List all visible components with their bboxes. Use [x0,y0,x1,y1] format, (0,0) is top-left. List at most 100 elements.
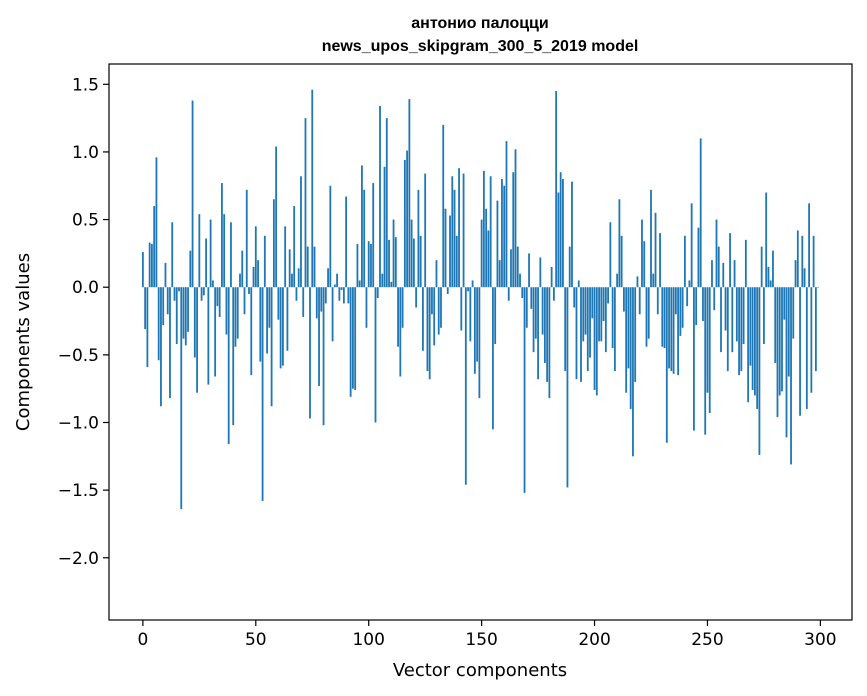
bar [616,273,619,288]
bar [636,276,639,288]
x-tick-label: 50 [245,630,267,650]
bar [489,176,492,288]
bar [261,287,264,501]
bar [790,287,792,465]
bar [670,287,673,372]
bar [557,192,560,288]
bar [160,287,162,407]
plot-frame [108,63,853,621]
bar [467,287,469,292]
bar [245,189,248,288]
bar [363,189,366,288]
bar [629,287,632,409]
bar [259,287,262,362]
bar [164,262,167,288]
bar [462,173,465,288]
bar [593,287,596,391]
bar [311,89,314,288]
bar [817,287,820,288]
bar [178,287,180,292]
bar [774,287,777,363]
bar [702,287,704,322]
bar [243,287,246,315]
bar [426,287,429,372]
bar [519,273,521,288]
bar [690,203,693,288]
bar [324,287,327,304]
bar [699,138,702,288]
bar [801,235,804,288]
bar [442,124,445,288]
bar [510,249,512,288]
bar [711,260,713,288]
bar [342,287,345,304]
bar [209,219,212,288]
bar [406,150,409,288]
bar [609,222,612,288]
bar [814,287,817,372]
bar [812,235,815,288]
bar [431,287,433,315]
bar [437,287,440,335]
bar [589,287,591,358]
bar [559,172,562,288]
x-tick-label: 200 [578,630,610,650]
bar [403,160,406,288]
bar [663,287,666,349]
bar [189,250,192,288]
bar [726,287,729,372]
bar [146,287,149,368]
bar [514,149,517,288]
bar [329,185,332,288]
bar [758,287,761,455]
bar [668,287,670,369]
bar [365,287,368,328]
bar [250,287,253,376]
bar [151,243,153,288]
bar [555,91,558,288]
bar [733,260,736,288]
bar [805,287,808,409]
bar [180,287,183,510]
bar [611,287,614,349]
bar [300,176,302,288]
bar [494,287,497,345]
bar [333,284,336,288]
bar [193,287,196,358]
bar [356,243,359,288]
bar [654,212,657,288]
bar [584,287,587,335]
y-tick-label: −1.0 [58,413,99,433]
bar [155,157,158,288]
bar [293,206,296,288]
y-tick-label: 1.5 [72,75,99,95]
bar [763,287,765,345]
bar [394,237,397,288]
bar [374,287,377,423]
bar [241,250,244,288]
bar [697,227,700,288]
bar [487,230,490,288]
bar [153,206,156,288]
bar [157,287,160,361]
bar [433,287,436,346]
chart-title: антонио палоцци [411,15,548,32]
bar [345,196,348,288]
bar [221,183,223,288]
bar [331,287,334,342]
bar [528,253,530,288]
bar [708,287,711,414]
y-axis-ticks: −2.0 −1.5 −1.0 −0.5 0.0 0.5 1.0 1.5 [58,75,109,569]
bar [480,219,483,288]
bar [304,118,307,288]
bar [575,287,578,380]
bar [765,192,768,288]
bar [338,287,341,301]
bar [641,219,643,288]
x-tick-label: 150 [465,630,497,650]
bar [693,287,695,431]
bar [281,287,284,366]
bar [254,226,257,288]
bar [724,287,727,331]
bar [715,219,718,288]
